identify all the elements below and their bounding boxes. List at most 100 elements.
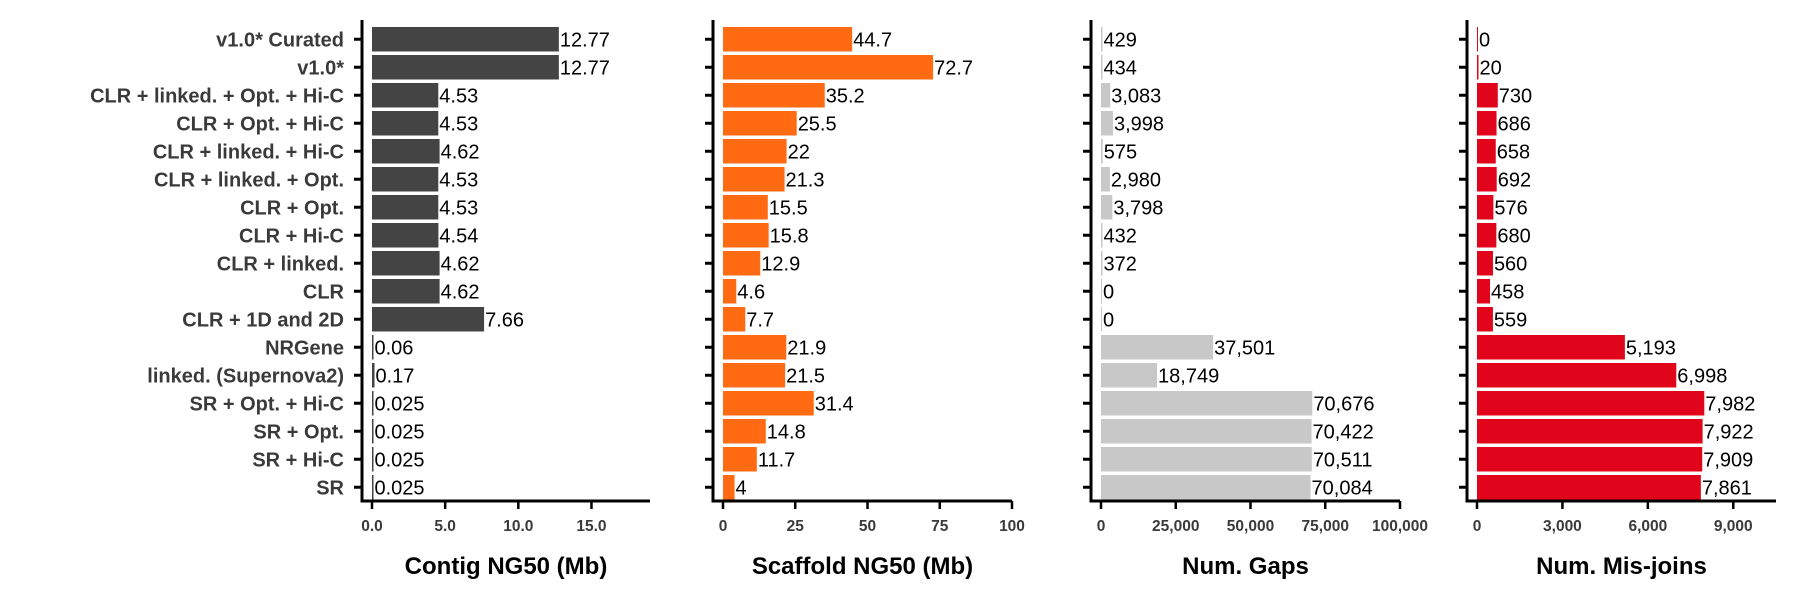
bar — [1477, 251, 1493, 276]
x-tick-label: 25,000 — [1152, 518, 1199, 535]
bar — [372, 55, 559, 80]
category-label: SR + Opt. + Hi-C — [190, 393, 344, 415]
bar — [1101, 279, 1102, 304]
bar — [372, 251, 440, 276]
bar-value-label: 692 — [1498, 169, 1531, 191]
bar-value-label: 2,980 — [1111, 169, 1161, 191]
bar — [723, 391, 814, 416]
x-axis-title: Num. Mis-joins — [1536, 553, 1707, 580]
bar-value-label: 11.7 — [758, 449, 795, 471]
bar-value-label: 576 — [1494, 197, 1527, 219]
bar — [723, 447, 757, 472]
category-label: CLR + Hi-C — [239, 225, 344, 247]
bar — [1477, 139, 1496, 164]
bar — [372, 167, 439, 192]
bar-value-label: 70,676 — [1313, 393, 1374, 415]
category-label: CLR + linked. + Hi-C — [153, 141, 344, 163]
bar-value-label: 4 — [736, 477, 747, 499]
x-tick-label: 0.0 — [361, 518, 383, 535]
bar — [372, 139, 440, 164]
bar — [723, 363, 786, 388]
bar-value-label: 3,083 — [1111, 85, 1161, 107]
category-label: CLR + Opt. + Hi-C — [176, 113, 344, 135]
x-axis-title: Num. Gaps — [1182, 553, 1309, 580]
bar-value-label: 686 — [1498, 113, 1531, 135]
bar-value-label: 21.9 — [787, 337, 826, 359]
bar — [723, 111, 797, 136]
bar — [372, 195, 439, 220]
bar — [1477, 55, 1479, 80]
bar — [1101, 111, 1113, 136]
bar — [1101, 139, 1103, 164]
bar — [372, 307, 485, 332]
x-tick-label: 3,000 — [1543, 518, 1582, 535]
bar — [723, 55, 934, 80]
bar-value-label: 0.025 — [375, 393, 425, 415]
x-tick-label: 0 — [719, 518, 728, 535]
category-label: SR + Hi-C — [252, 449, 344, 471]
bar-value-label: 4.53 — [439, 197, 478, 219]
bar-value-label: 429 — [1104, 29, 1137, 51]
bar-value-label: 7,982 — [1705, 393, 1755, 415]
bar-value-label: 25.5 — [798, 113, 837, 135]
bar — [1477, 195, 1494, 220]
bar-value-label: 658 — [1497, 141, 1530, 163]
x-tick-label: 25 — [787, 518, 805, 535]
bar-value-label: 4.62 — [441, 141, 480, 163]
bar — [1101, 55, 1103, 80]
x-tick-label: 6,000 — [1628, 518, 1667, 535]
bar-value-label: 4.6 — [737, 281, 765, 303]
bar-value-label: 0 — [1479, 29, 1490, 51]
bar-value-label: 4.62 — [441, 253, 480, 275]
bar — [372, 475, 374, 500]
bar-value-label: 31.4 — [815, 393, 854, 415]
x-tick-label: 0 — [1473, 518, 1482, 535]
bar-value-label: 3,798 — [1113, 197, 1163, 219]
bar-value-label: 21.5 — [786, 365, 825, 387]
category-label: CLR + 1D and 2D — [182, 309, 344, 331]
x-tick-label: 9,000 — [1714, 518, 1753, 535]
category-label: CLR — [303, 281, 345, 303]
bar — [723, 279, 737, 304]
bar-value-label: 20 — [1480, 57, 1502, 79]
bar — [1101, 475, 1311, 500]
bar-value-label: 4.54 — [439, 225, 478, 247]
panel-1: 0.0 5.0 10.0 15.0 12.77 12.77 4.53 4.53 4.62 4.53… — [354, 20, 650, 580]
bar-value-label: 432 — [1104, 225, 1137, 247]
bar-value-label: 35.2 — [826, 85, 865, 107]
bar — [723, 195, 768, 220]
bar-value-label: 3,998 — [1114, 113, 1164, 135]
bar-value-label: 0.025 — [375, 421, 425, 443]
bar-value-label: 0 — [1103, 281, 1114, 303]
bar-value-label: 14.8 — [767, 421, 806, 443]
bar — [1477, 447, 1703, 472]
bar-value-label: 4.53 — [439, 169, 478, 191]
bar — [1477, 335, 1625, 360]
bar-value-label: 21.3 — [786, 169, 825, 191]
bar-value-label: 44.7 — [853, 29, 892, 51]
bar-value-label: 15.5 — [769, 197, 808, 219]
bar-value-label: 559 — [1494, 309, 1527, 331]
bar — [723, 419, 766, 444]
category-label: v1.0* Curated — [216, 29, 344, 51]
bar-value-label: 12.77 — [560, 57, 610, 79]
bar-value-label: 0.025 — [375, 477, 425, 499]
bar — [372, 279, 440, 304]
bar — [372, 391, 374, 416]
bar — [372, 27, 559, 52]
x-tick-label: 50,000 — [1227, 518, 1274, 535]
bar — [1101, 167, 1110, 192]
bar-value-label: 7,922 — [1704, 421, 1754, 443]
bar-value-label: 70,084 — [1312, 477, 1373, 499]
bar-value-label: 15.8 — [770, 225, 809, 247]
x-tick-label: 100,000 — [1372, 518, 1428, 535]
bar-value-label: 12.77 — [560, 29, 610, 51]
bar-value-label: 4.53 — [439, 113, 478, 135]
bar — [372, 335, 374, 360]
bar — [1101, 251, 1103, 276]
x-tick-label: 100 — [999, 518, 1025, 535]
bar-value-label: 5,193 — [1626, 337, 1676, 359]
x-tick-label: 5.0 — [434, 518, 456, 535]
bar — [372, 223, 439, 248]
bar — [723, 139, 787, 164]
